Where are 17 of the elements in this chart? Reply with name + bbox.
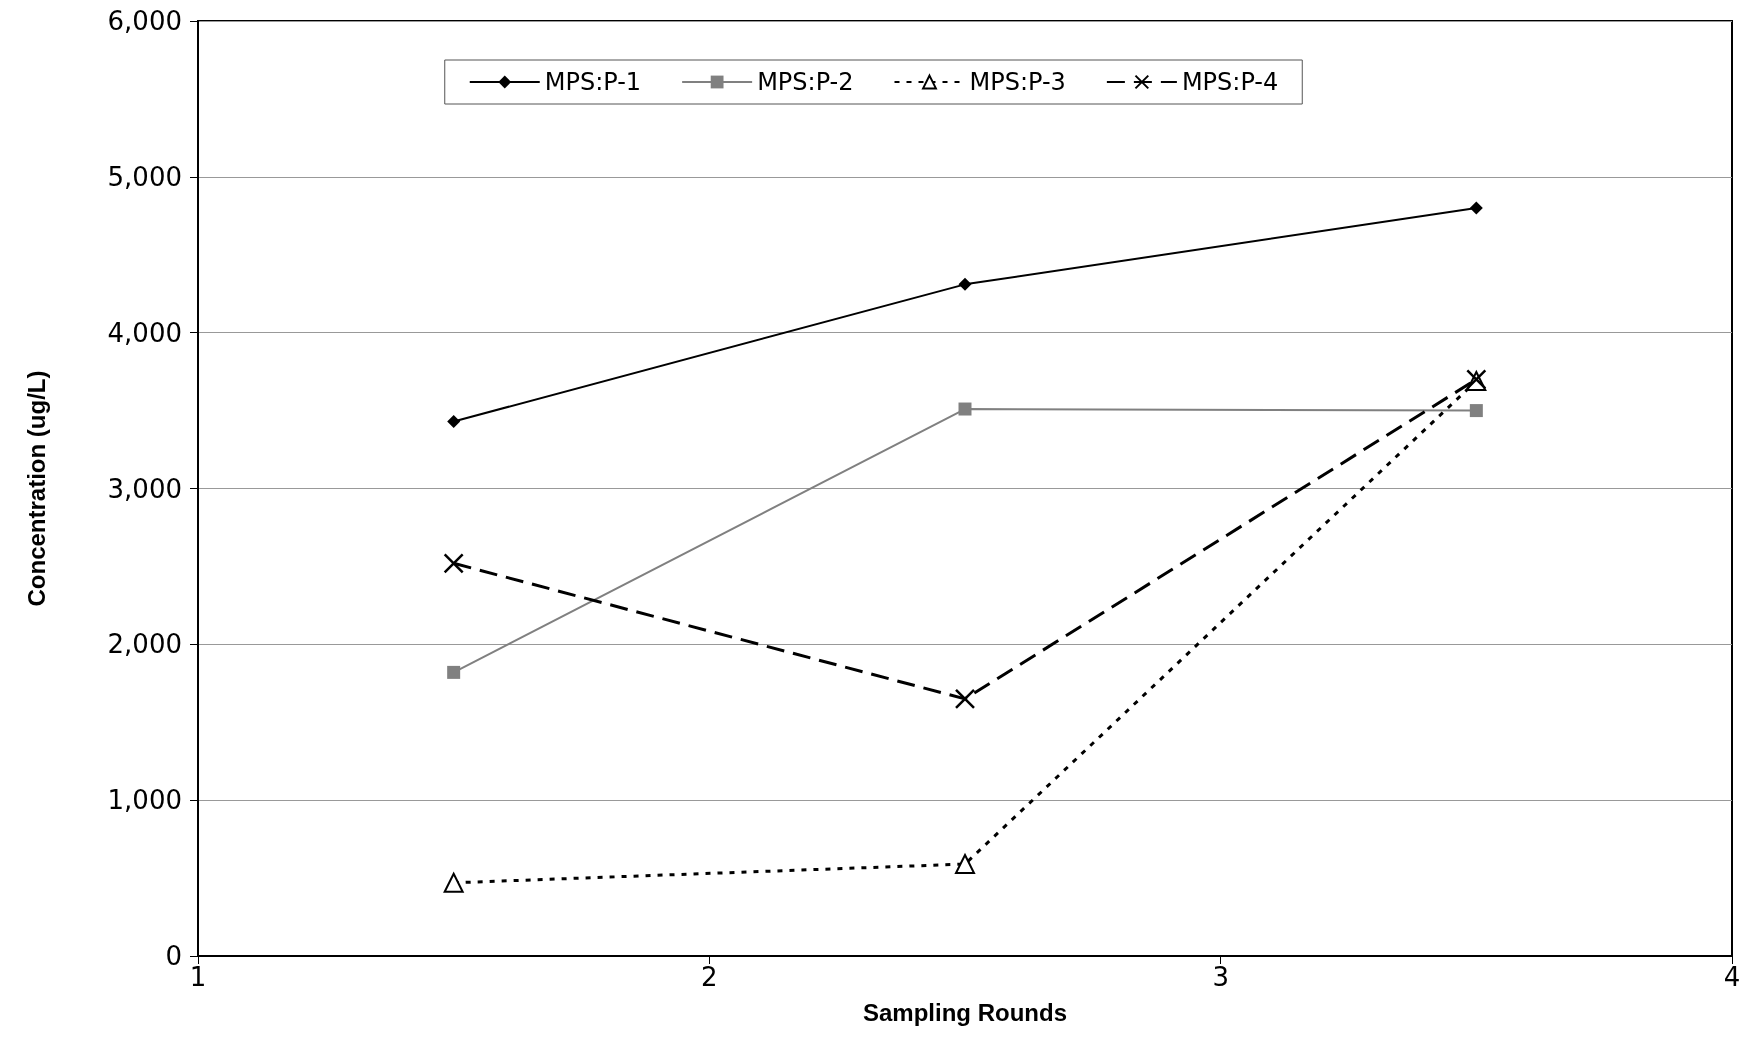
y-tick-label: 3,000 bbox=[107, 473, 182, 504]
x-tick-label: 3 bbox=[1212, 962, 1229, 992]
y-tick-label: 0 bbox=[165, 941, 182, 971]
x-tick-label: 2 bbox=[701, 962, 718, 992]
y-tick-label: 5,000 bbox=[107, 161, 182, 192]
legend-label: MPS:P-2 bbox=[757, 68, 854, 96]
legend-label: MPS:P-4 bbox=[1181, 68, 1279, 96]
y-tick-label: 6,000 bbox=[107, 6, 182, 36]
y-axis-title: Concentration (ug/L) bbox=[22, 370, 50, 607]
x-tick-label: 1 bbox=[189, 962, 207, 992]
y-tick-label: 2,000 bbox=[107, 629, 182, 660]
legend-label: MPS:P-1 bbox=[544, 68, 642, 96]
y-tick-label: 1,000 bbox=[107, 785, 182, 816]
x-axis-title: Sampling Rounds bbox=[863, 998, 1067, 1026]
legend-label: MPS:P-3 bbox=[969, 68, 1066, 96]
x-tick-label: 4 bbox=[1723, 962, 1741, 992]
y-tick-label: 4,000 bbox=[107, 317, 182, 348]
